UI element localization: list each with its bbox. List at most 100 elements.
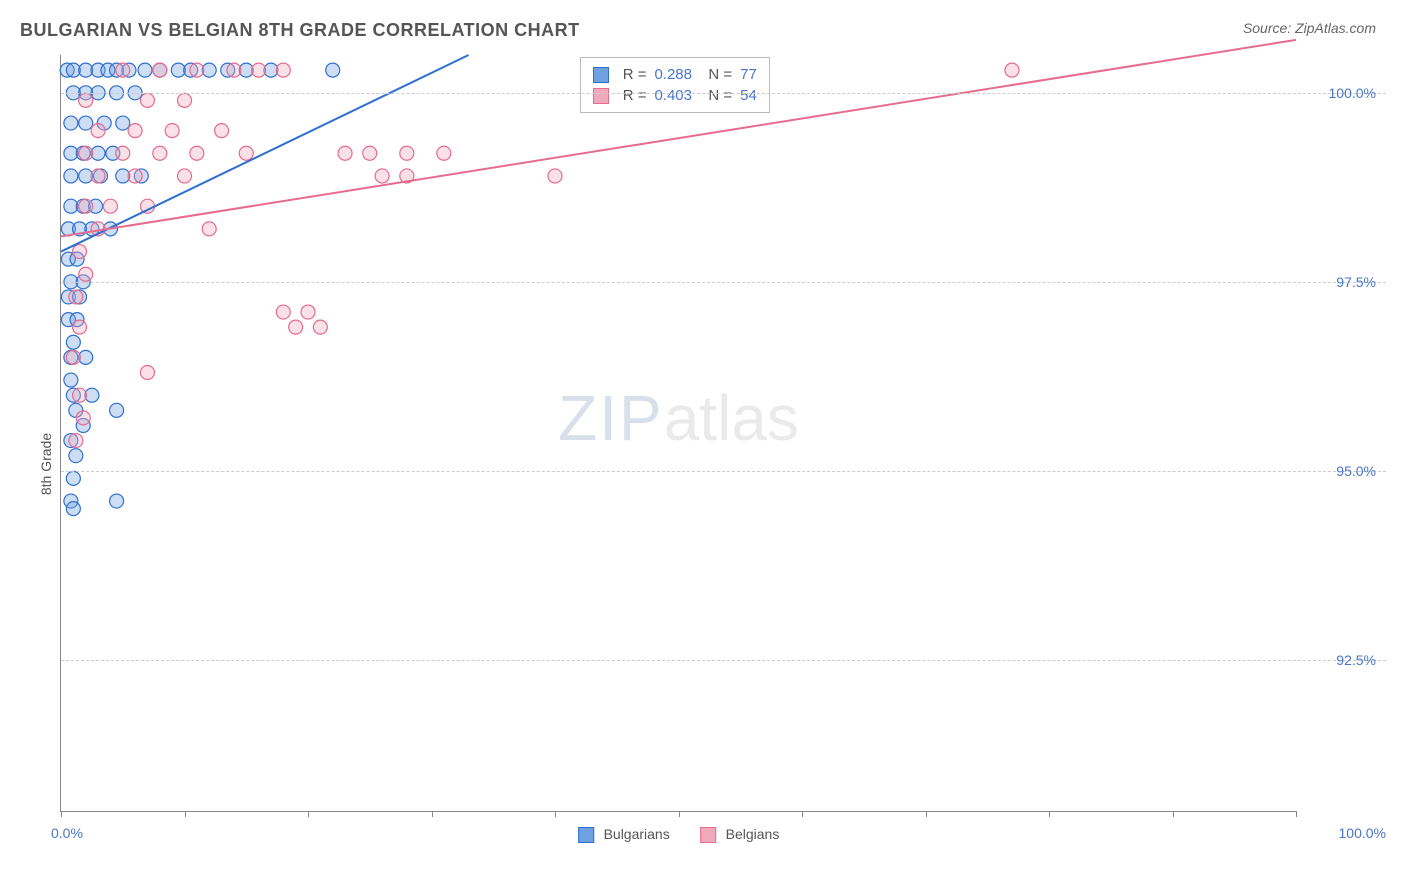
- data-point: [548, 169, 562, 183]
- x-tick: [802, 811, 803, 817]
- gridline: [61, 660, 1386, 661]
- data-point: [76, 411, 90, 425]
- x-axis-max-label: 100.0%: [1339, 825, 1386, 841]
- x-tick: [185, 811, 186, 817]
- data-point: [140, 199, 154, 213]
- data-point: [116, 146, 130, 160]
- legend-item-belgians: Belgians: [700, 826, 780, 843]
- x-tick: [1173, 811, 1174, 817]
- data-point: [153, 146, 167, 160]
- data-point: [326, 63, 340, 77]
- source-attribution: Source: ZipAtlas.com: [1243, 20, 1376, 36]
- data-point: [110, 403, 124, 417]
- legend-item-bulgarians: Bulgarians: [578, 826, 670, 843]
- stats-N-label: N =: [700, 66, 732, 83]
- data-point: [91, 169, 105, 183]
- data-point: [91, 124, 105, 138]
- data-point: [252, 63, 266, 77]
- data-point: [400, 146, 414, 160]
- data-point: [79, 93, 93, 107]
- data-point: [178, 169, 192, 183]
- y-tick-label: 92.5%: [1336, 652, 1376, 668]
- data-point: [73, 320, 87, 334]
- x-tick: [61, 811, 62, 817]
- data-point: [215, 124, 229, 138]
- data-point: [128, 169, 142, 183]
- data-point: [363, 146, 377, 160]
- data-point: [202, 222, 216, 236]
- data-point: [138, 63, 152, 77]
- x-tick: [679, 811, 680, 817]
- gridline: [61, 282, 1386, 283]
- data-point: [276, 63, 290, 77]
- data-point: [437, 146, 451, 160]
- gridline: [61, 93, 1386, 94]
- data-point: [64, 373, 78, 387]
- swatch-belgians: [700, 827, 716, 843]
- data-point: [190, 146, 204, 160]
- data-point: [301, 305, 315, 319]
- data-point: [73, 245, 87, 259]
- data-point: [103, 199, 117, 213]
- stats-legend-box: R =0.288 N =77R =0.403 N =54: [580, 57, 770, 113]
- swatch-bulgarians: [578, 827, 594, 843]
- data-point: [338, 146, 352, 160]
- data-point: [69, 449, 83, 463]
- bottom-legend: Bulgarians Belgians: [578, 826, 780, 843]
- plot-area: ZIPatlas R =0.288 N =77R =0.403 N =54 0.…: [60, 55, 1296, 812]
- legend-label-bulgarians: Bulgarians: [604, 826, 670, 842]
- y-tick-label: 100.0%: [1329, 85, 1376, 101]
- stats-R-label: R =: [623, 66, 647, 83]
- y-axis-label: 8th Grade: [38, 432, 54, 494]
- legend-label-belgians: Belgians: [726, 826, 780, 842]
- data-point: [1005, 63, 1019, 77]
- data-point: [140, 93, 154, 107]
- data-point: [276, 305, 290, 319]
- data-point: [79, 146, 93, 160]
- data-point: [116, 116, 130, 130]
- data-point: [73, 388, 87, 402]
- data-point: [79, 116, 93, 130]
- data-point: [140, 366, 154, 380]
- chart-container: 8th Grade ZIPatlas R =0.288 N =77R =0.40…: [20, 55, 1386, 872]
- data-point: [66, 502, 80, 516]
- data-point: [375, 169, 389, 183]
- plot-svg: [61, 55, 1296, 811]
- stats-swatch: [593, 67, 609, 83]
- stats-swatch: [593, 88, 609, 104]
- x-tick: [1296, 811, 1297, 817]
- stats-N-value: 54: [740, 87, 757, 104]
- data-point: [153, 63, 167, 77]
- data-point: [190, 63, 204, 77]
- x-tick: [555, 811, 556, 817]
- stats-R-label: R =: [623, 87, 647, 104]
- data-point: [79, 267, 93, 281]
- data-point: [64, 169, 78, 183]
- stats-R-value: 0.288: [654, 66, 692, 83]
- chart-title: BULGARIAN VS BELGIAN 8TH GRADE CORRELATI…: [20, 20, 580, 41]
- stats-row: R = 0.403 N = 54: [593, 85, 757, 106]
- data-point: [239, 146, 253, 160]
- stats-row: R =0.288 N =77: [593, 64, 757, 85]
- data-point: [165, 124, 179, 138]
- y-tick-label: 97.5%: [1336, 274, 1376, 290]
- y-tick-label: 95.0%: [1336, 463, 1376, 479]
- data-point: [178, 93, 192, 107]
- gridline: [61, 471, 1386, 472]
- data-point: [69, 434, 83, 448]
- data-point: [227, 63, 241, 77]
- data-point: [128, 124, 142, 138]
- data-point: [69, 290, 83, 304]
- data-point: [289, 320, 303, 334]
- x-tick: [432, 811, 433, 817]
- data-point: [116, 63, 130, 77]
- data-point: [66, 350, 80, 364]
- data-point: [64, 116, 78, 130]
- data-point: [66, 471, 80, 485]
- data-point: [79, 199, 93, 213]
- x-axis-origin-label: 0.0%: [51, 825, 83, 841]
- x-tick: [1049, 811, 1050, 817]
- stats-R-value: 0.403: [654, 87, 692, 104]
- data-point: [66, 335, 80, 349]
- stats-N-label: N =: [700, 87, 732, 104]
